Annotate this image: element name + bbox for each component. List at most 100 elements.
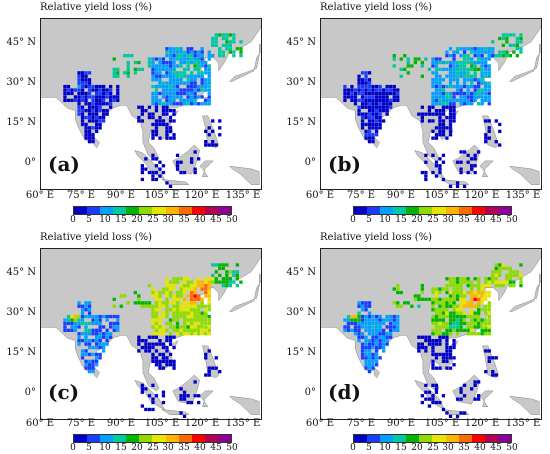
grid-cell bbox=[462, 184, 467, 188]
grid-cell bbox=[168, 81, 173, 85]
grid-cell bbox=[473, 54, 477, 58]
grid-cell bbox=[84, 81, 88, 85]
grid-cell bbox=[438, 126, 442, 130]
grid-cell bbox=[420, 342, 424, 346]
grid-cell bbox=[158, 290, 162, 295]
colorbar-swatch bbox=[419, 207, 433, 214]
grid-cell bbox=[193, 328, 197, 332]
grid-cell bbox=[91, 332, 95, 336]
grid-cell bbox=[102, 84, 106, 89]
grid-cell bbox=[168, 294, 173, 298]
grid-cell bbox=[239, 280, 243, 284]
colorbar-swatch bbox=[178, 207, 192, 214]
grid-cell bbox=[434, 366, 439, 370]
longitude-label: 60° E bbox=[305, 190, 335, 201]
colorbar-tick-label: 25 bbox=[147, 215, 159, 225]
grid-cell bbox=[211, 140, 215, 144]
grid-cell bbox=[140, 387, 144, 391]
grid-cell bbox=[175, 78, 180, 82]
grid-cell bbox=[367, 115, 372, 120]
grid-cell bbox=[462, 57, 467, 61]
colorbar-swatch bbox=[393, 435, 407, 442]
grid-cell bbox=[466, 160, 470, 164]
colorbar-tick-label: 45 bbox=[210, 443, 222, 453]
grid-cell bbox=[441, 84, 446, 89]
grid-cell bbox=[466, 170, 470, 175]
grid-cell bbox=[228, 284, 232, 288]
grid-cell bbox=[221, 33, 225, 37]
grid-cell bbox=[466, 67, 470, 71]
grid-cell bbox=[91, 328, 95, 332]
grid-cell bbox=[459, 308, 463, 312]
grid-cell bbox=[445, 95, 449, 99]
grid-cell bbox=[491, 273, 495, 277]
grid-cell bbox=[207, 133, 211, 137]
grid-cell bbox=[165, 105, 169, 109]
grid-cell bbox=[484, 71, 488, 75]
grid-cell bbox=[438, 304, 442, 308]
grid-cell bbox=[144, 109, 148, 113]
grid-cell bbox=[200, 311, 204, 315]
grid-cell bbox=[431, 339, 435, 343]
grid-cell bbox=[200, 81, 204, 85]
grid-cell bbox=[505, 266, 509, 271]
grid-cell bbox=[151, 112, 155, 116]
grid-cell bbox=[193, 102, 197, 106]
grid-cell bbox=[186, 78, 190, 82]
grid-cell bbox=[77, 78, 81, 82]
grid-cell bbox=[448, 47, 453, 51]
grid-cell bbox=[396, 290, 400, 295]
grid-cell bbox=[441, 297, 446, 301]
grid-cell bbox=[91, 126, 95, 130]
colorbar-tick-label: 20 bbox=[131, 443, 143, 453]
grid-cell bbox=[360, 301, 365, 305]
grid-cell bbox=[84, 301, 88, 305]
grid-cell bbox=[367, 88, 372, 92]
colorbar bbox=[73, 206, 232, 215]
grid-cell bbox=[175, 332, 180, 336]
grid-cell bbox=[193, 301, 197, 305]
grid-cell bbox=[175, 325, 180, 329]
grid-cell bbox=[406, 64, 410, 68]
grid-cell bbox=[512, 43, 516, 47]
grid-cell bbox=[147, 394, 152, 398]
grid-cell bbox=[484, 91, 488, 96]
grid-cell bbox=[371, 136, 375, 140]
grid-cell bbox=[491, 277, 495, 281]
grid-cell bbox=[221, 266, 225, 271]
grid-cell bbox=[371, 318, 375, 322]
grid-cell bbox=[91, 321, 95, 326]
grid-cell bbox=[154, 133, 159, 137]
grid-cell bbox=[434, 78, 439, 82]
grid-cell bbox=[484, 67, 488, 71]
grid-cell bbox=[161, 304, 166, 308]
grid-cell bbox=[452, 301, 456, 305]
grid-cell bbox=[462, 301, 467, 305]
grid-cell bbox=[84, 91, 88, 96]
grid-cell bbox=[396, 318, 400, 322]
grid-cell bbox=[360, 71, 365, 75]
grid-cell bbox=[462, 50, 467, 54]
grid-cell bbox=[165, 126, 169, 130]
grid-cell bbox=[508, 277, 512, 281]
grid-cell bbox=[357, 98, 361, 102]
grid-cell bbox=[498, 36, 502, 41]
grid-cell bbox=[154, 359, 159, 363]
grid-cell bbox=[154, 98, 159, 102]
grid-cell bbox=[190, 60, 194, 65]
grid-cell bbox=[392, 64, 396, 68]
grid-cell bbox=[473, 157, 477, 161]
grid-cell bbox=[350, 91, 354, 96]
grid-cell bbox=[190, 301, 194, 305]
grid-cell bbox=[508, 43, 512, 47]
grid-cell bbox=[204, 356, 208, 360]
grid-cell bbox=[487, 321, 491, 326]
longitude-label: 120° E bbox=[464, 190, 500, 201]
grid-cell bbox=[172, 54, 176, 58]
grid-cell bbox=[182, 311, 187, 315]
grid-cell bbox=[158, 102, 162, 106]
grid-cell bbox=[346, 314, 351, 319]
grid-cell bbox=[87, 81, 92, 85]
grid-cell bbox=[515, 40, 519, 44]
grid-cell bbox=[179, 290, 183, 295]
